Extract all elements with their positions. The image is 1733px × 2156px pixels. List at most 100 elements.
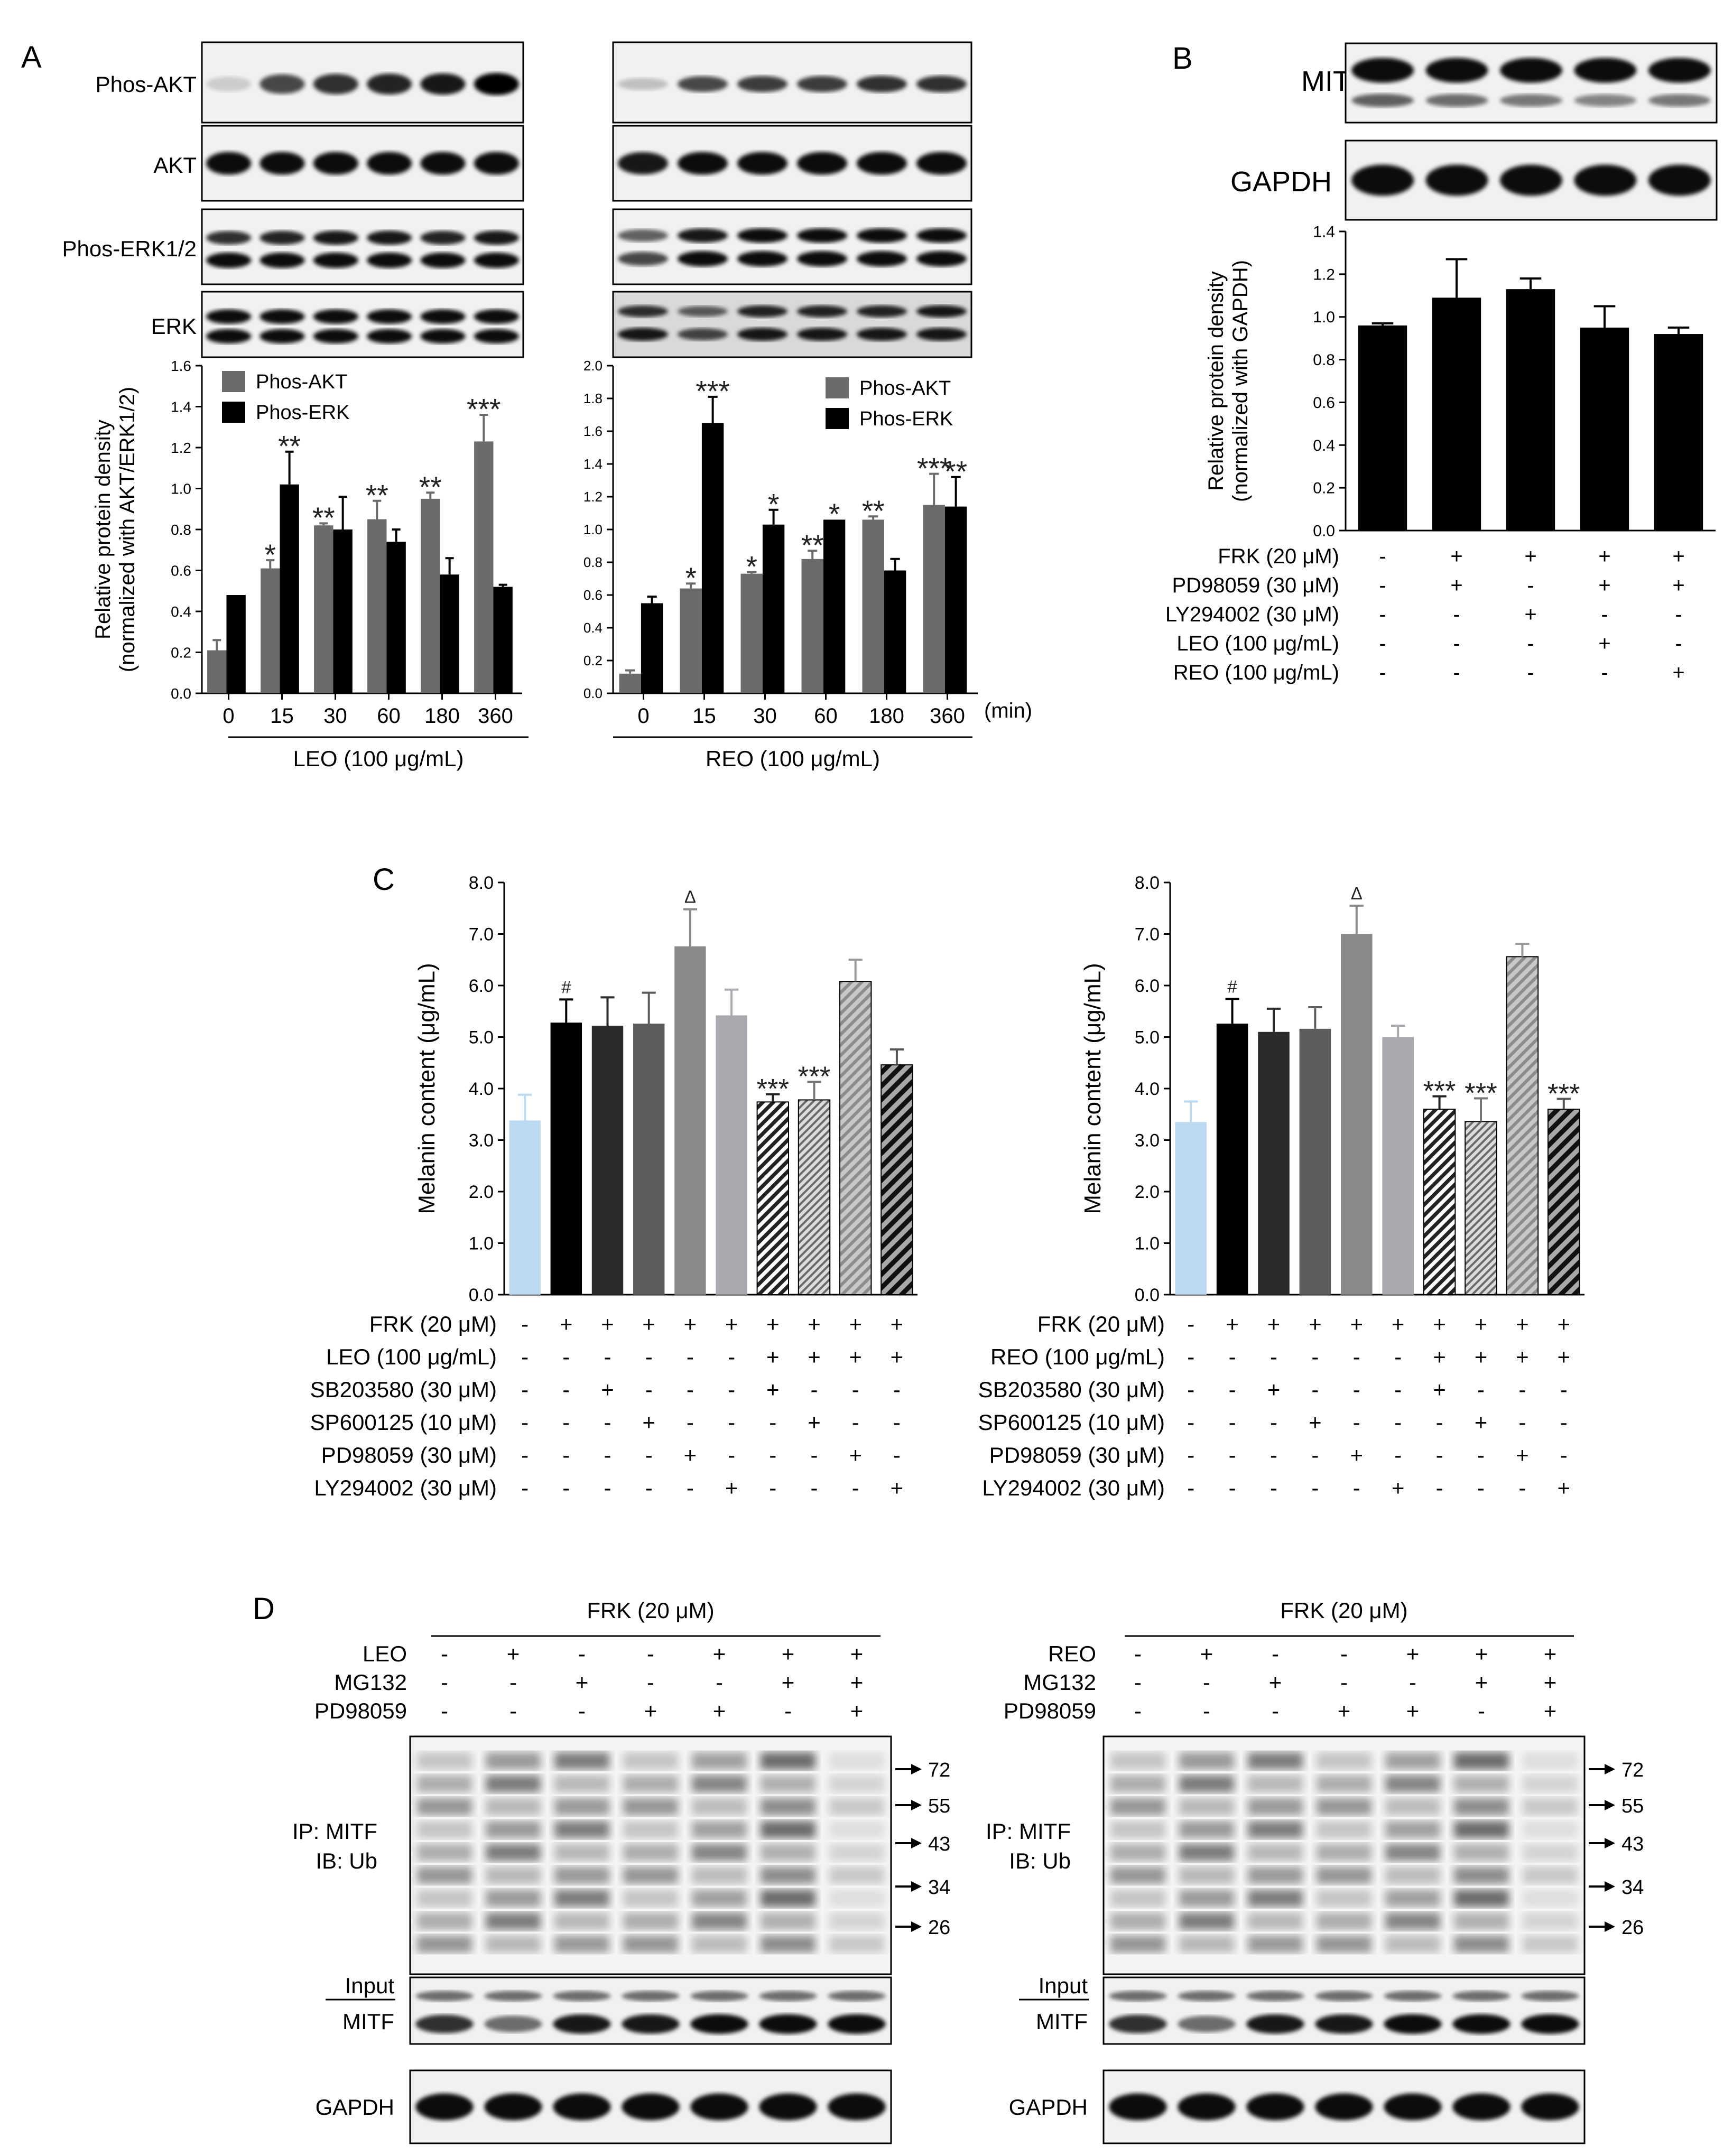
blot-band xyxy=(553,2093,611,2121)
reo-blot-0 xyxy=(612,41,972,124)
panel-c-right-sign: - xyxy=(1518,1475,1526,1500)
panel-c-left-sign: - xyxy=(562,1344,570,1369)
x-tick-label: 30 xyxy=(323,704,347,728)
blot-smear-band xyxy=(1179,1798,1234,1816)
blot-band xyxy=(618,78,668,90)
leo-blot-1 xyxy=(201,125,524,202)
panel-c-left-sign: - xyxy=(562,1410,570,1435)
blot-smear-band xyxy=(761,1866,815,1884)
panel-c-left-row-label: LEO (100 μg/mL) xyxy=(326,1344,497,1369)
bar xyxy=(923,505,945,693)
panel-c-right-sign: - xyxy=(1270,1475,1277,1500)
panel-c-left-sign: + xyxy=(601,1377,614,1402)
blot-smear-band xyxy=(692,1866,747,1884)
blot-band xyxy=(797,152,847,175)
y-tick-label: 0.6 xyxy=(583,587,603,603)
panel-c-right-sign: - xyxy=(1229,1377,1236,1402)
panelDR-sign: - xyxy=(1272,1641,1279,1666)
blot-smear-band xyxy=(554,1798,609,1816)
y-tick-label: 2.0 xyxy=(1135,1182,1160,1202)
panel-c-left-sign: - xyxy=(728,1344,735,1369)
panel-c-right-row-label: SP600125 (10 μM) xyxy=(978,1410,1165,1435)
blot-smear-band xyxy=(1110,1752,1165,1770)
blot-band xyxy=(618,152,668,175)
panel-b-sign: + xyxy=(1524,545,1536,568)
panel-b-row-label: LY294002 (30 μM) xyxy=(1165,603,1339,626)
blot-band xyxy=(260,329,305,344)
blot-band xyxy=(420,152,466,175)
blot-frame xyxy=(612,41,972,124)
panel-c-right-sign: + xyxy=(1558,1312,1571,1336)
bar xyxy=(884,570,906,693)
mw-marker-label: 43 xyxy=(1621,1833,1644,1855)
significance-label: * xyxy=(746,550,757,583)
y-tick-label: 1.6 xyxy=(171,358,191,374)
blot-band xyxy=(678,306,728,317)
blot-label-phos-akt: Phos-AKT xyxy=(96,72,197,97)
panel-c-right-sign: + xyxy=(1433,1344,1446,1369)
panel-c-right-row-label: PD98059 (30 μM) xyxy=(989,1443,1165,1467)
y-tick-label: 3.0 xyxy=(1135,1130,1160,1150)
mw-marker-label: 55 xyxy=(928,1795,950,1817)
panel-c-left-sign: + xyxy=(725,1475,738,1500)
bar xyxy=(493,587,513,693)
panel-b-sign: - xyxy=(1379,545,1386,568)
blot-smear-band xyxy=(1110,1821,1165,1838)
blot-band xyxy=(1351,94,1414,107)
panel-c-right-sign: + xyxy=(1226,1312,1239,1336)
panel-c-right-sign: + xyxy=(1558,1475,1571,1500)
panel-b-sign: + xyxy=(1672,545,1684,568)
blot-smear-band xyxy=(417,1821,472,1838)
blot-smear-band xyxy=(1179,1775,1234,1792)
blot-band xyxy=(420,73,466,95)
panelDR-sign: + xyxy=(1475,1670,1488,1695)
panel-c-left-sign: - xyxy=(521,1410,529,1435)
panelDL-sign: + xyxy=(644,1698,657,1723)
y-tick-label: 7.0 xyxy=(1135,924,1160,944)
blot-band xyxy=(553,1991,611,2002)
y-axis-label: Relative protein density xyxy=(91,420,115,639)
blot-smear-band xyxy=(1454,1890,1509,1907)
panelDL-row-label: MG132 xyxy=(334,1670,407,1695)
blot-band xyxy=(857,76,907,92)
blot-band xyxy=(618,328,668,341)
blot-smear-band xyxy=(1523,1752,1578,1770)
y-axis-label: Relative protein density xyxy=(1204,271,1228,491)
bar xyxy=(756,1101,790,1296)
blot-band xyxy=(474,152,519,175)
significance-label: ** xyxy=(419,471,442,504)
blot-band xyxy=(206,77,252,91)
bar xyxy=(1465,1121,1497,1295)
x-tick-label: 0 xyxy=(637,704,649,728)
significance-label: *** xyxy=(917,452,951,485)
frk-header: FRK (20 μM) xyxy=(1280,1598,1407,1623)
blot-band xyxy=(1109,2014,1167,2033)
x-tick-label: 0 xyxy=(223,704,234,728)
panel-c-right-sign: + xyxy=(1475,1344,1488,1369)
input-label: Input xyxy=(1039,1973,1088,1998)
blot-band xyxy=(1521,1991,1579,2002)
blot-band xyxy=(759,1991,817,2002)
blot-smear-band xyxy=(623,1844,678,1861)
bar xyxy=(1423,1109,1456,1295)
panel-b-sign: - xyxy=(1601,603,1608,626)
y-tick-label: 1.4 xyxy=(171,398,191,415)
blot-band xyxy=(206,231,252,245)
blot-band xyxy=(618,252,668,266)
y-tick-label: 1.8 xyxy=(583,391,603,406)
panel-b-sign: + xyxy=(1672,661,1684,684)
panel-c-right-sign: - xyxy=(1187,1475,1194,1500)
bar xyxy=(591,1026,624,1295)
panel-b-sign: - xyxy=(1527,632,1534,655)
blot-band xyxy=(759,2014,817,2034)
blot-smear-band xyxy=(1317,1866,1371,1884)
panel-c-left-sign: - xyxy=(852,1475,859,1500)
panelDL-sign: - xyxy=(647,1670,654,1695)
panel-a-letter: A xyxy=(21,40,42,75)
panelDL-sign: - xyxy=(441,1670,448,1695)
blot-band xyxy=(420,309,466,324)
blot-band xyxy=(553,2014,611,2034)
blot-band xyxy=(1351,164,1414,196)
marker-arrow-head xyxy=(1605,1764,1615,1774)
blot-smear-band xyxy=(692,1844,747,1861)
